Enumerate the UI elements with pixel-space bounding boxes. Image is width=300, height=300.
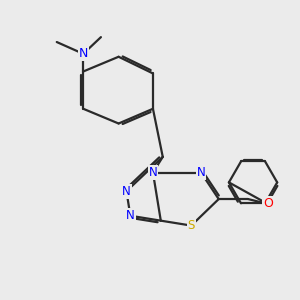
Text: N: N <box>148 166 157 179</box>
Text: N: N <box>126 209 135 222</box>
Text: N: N <box>122 185 131 198</box>
Text: S: S <box>188 219 195 232</box>
Text: O: O <box>263 197 273 211</box>
Text: N: N <box>79 47 88 60</box>
Text: N: N <box>197 166 206 179</box>
